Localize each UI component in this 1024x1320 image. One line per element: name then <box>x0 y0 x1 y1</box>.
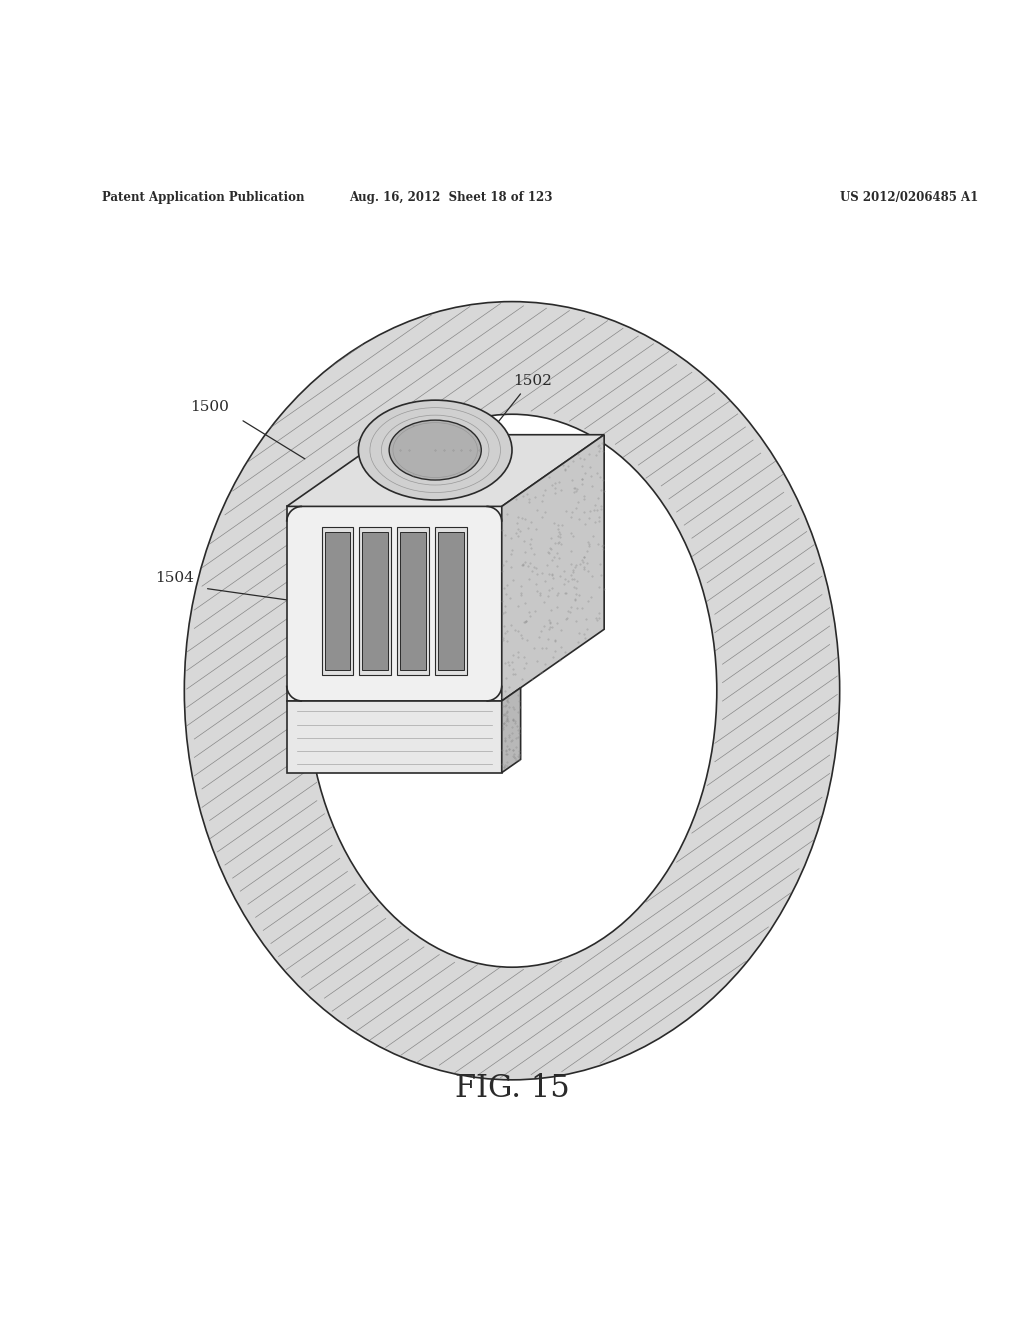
Text: 1500: 1500 <box>190 400 229 414</box>
Polygon shape <box>325 532 350 671</box>
Text: Aug. 16, 2012  Sheet 18 of 123: Aug. 16, 2012 Sheet 18 of 123 <box>349 191 552 205</box>
Ellipse shape <box>184 301 840 1080</box>
Ellipse shape <box>358 400 512 500</box>
Polygon shape <box>435 527 467 676</box>
Polygon shape <box>397 527 429 676</box>
Text: Patent Application Publication: Patent Application Publication <box>102 191 305 205</box>
Polygon shape <box>438 532 464 671</box>
Ellipse shape <box>307 414 717 968</box>
Polygon shape <box>502 688 520 772</box>
Text: 1504: 1504 <box>155 572 194 585</box>
Text: US 2012/0206485 A1: US 2012/0206485 A1 <box>840 191 978 205</box>
Text: FIG. 15: FIG. 15 <box>455 1073 569 1104</box>
Polygon shape <box>287 434 604 507</box>
Text: 1502: 1502 <box>513 374 552 388</box>
Polygon shape <box>362 532 388 671</box>
Polygon shape <box>287 507 502 701</box>
Polygon shape <box>359 527 391 676</box>
Polygon shape <box>287 701 502 772</box>
Polygon shape <box>322 527 353 676</box>
Polygon shape <box>502 434 604 701</box>
Polygon shape <box>400 532 426 671</box>
Ellipse shape <box>389 420 481 480</box>
